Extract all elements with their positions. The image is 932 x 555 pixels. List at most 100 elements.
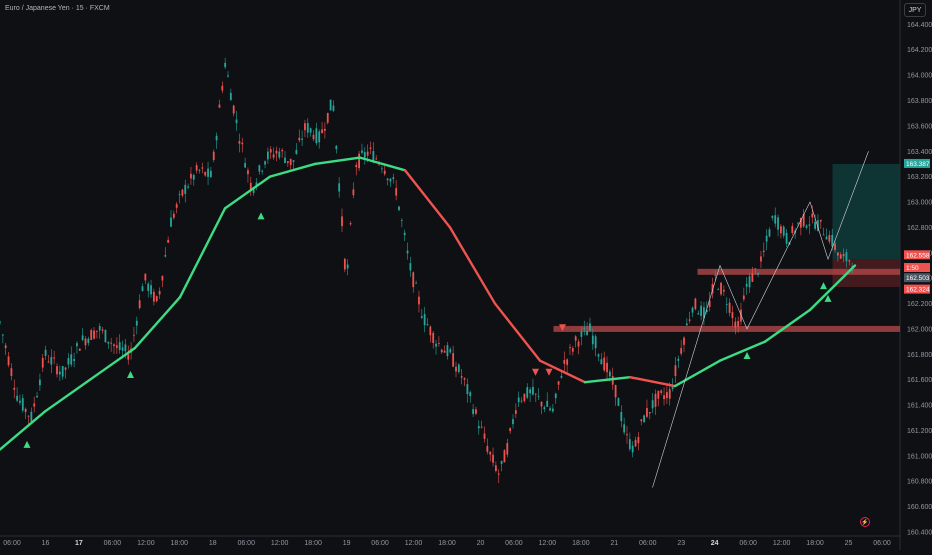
candle [492,454,494,463]
candle [714,274,717,276]
candle [284,157,286,163]
candle [150,285,152,295]
y-tick-label: 161.000 [907,453,932,460]
y-tick-label: 162.000 [907,326,932,333]
candle [609,371,611,377]
candle [429,326,432,336]
candle [495,465,497,472]
sell-signal-icon [545,368,553,376]
candle [4,345,7,349]
candle [363,152,366,158]
candle [332,105,335,111]
y-tick-label: 161.400 [907,403,932,410]
candle [201,167,204,169]
candle [355,164,358,168]
candle [21,398,24,411]
candle [728,302,731,313]
candle [304,123,306,131]
trend-line-segment [223,175,272,210]
trend-line-segment [628,375,677,388]
candle [41,357,44,368]
candle [215,135,218,141]
candle [361,150,363,153]
candle [708,300,711,308]
candle [475,409,477,414]
price-tag-label: 163.387 [906,161,930,168]
candle [409,263,412,271]
candle [657,390,660,399]
candle [654,393,657,407]
candle [423,314,426,326]
candle [449,349,452,353]
candle [227,75,229,77]
candle [366,151,369,156]
candle [583,327,586,329]
target-box [832,163,900,260]
candle [546,400,549,407]
candle [477,425,480,429]
candle [13,387,16,390]
candle [762,250,765,252]
x-tick-label: 12:00 [405,540,423,547]
sell-signal-icon [532,368,539,376]
candle [212,151,215,160]
candle [563,360,566,364]
candle [785,232,788,244]
candle [737,321,740,327]
bolt-icon[interactable]: ⚡ [860,517,870,527]
candle [218,104,221,108]
candle [67,358,70,365]
candle [614,384,617,398]
candle [742,295,745,300]
candle [113,344,115,346]
x-tick-label: 18:00 [438,540,456,547]
candle [221,85,224,91]
candle [64,367,67,370]
candle [315,128,318,144]
currency-button[interactable]: JPY [904,3,926,17]
candle [58,371,61,375]
candle [839,254,842,259]
candle [646,408,648,417]
candle [540,401,543,407]
candle [141,286,144,292]
trend-line-segment [583,375,632,384]
x-tick-label: 23 [677,540,685,547]
candle [580,331,583,337]
candle [734,321,737,328]
candle [529,389,531,394]
candle [777,217,779,230]
candle [298,137,301,141]
candle [509,428,512,432]
candle [161,275,164,281]
candle [566,359,569,365]
buy-signal-icon [127,371,134,379]
candle [626,434,628,436]
candle [725,304,728,305]
candle [418,296,420,305]
candle [252,189,255,193]
x-tick-label: 06:00 [371,540,389,547]
candle [278,151,281,158]
candle [549,408,551,411]
candle [643,415,645,423]
candle [138,300,141,308]
candle [554,393,557,399]
candle [694,298,697,310]
candle [398,206,400,211]
candle [463,378,466,380]
candle [232,105,235,114]
candle [175,204,178,208]
x-tick-label: 12:00 [773,540,791,547]
candle [751,273,754,282]
trend-line-segment [88,346,137,381]
candle [666,392,668,399]
candle [805,225,808,228]
y-tick-label: 161.800 [907,352,932,359]
trend-line-segment [493,302,542,362]
candle [534,393,537,395]
candle [574,336,577,341]
y-tick-label: 163.000 [907,200,932,207]
